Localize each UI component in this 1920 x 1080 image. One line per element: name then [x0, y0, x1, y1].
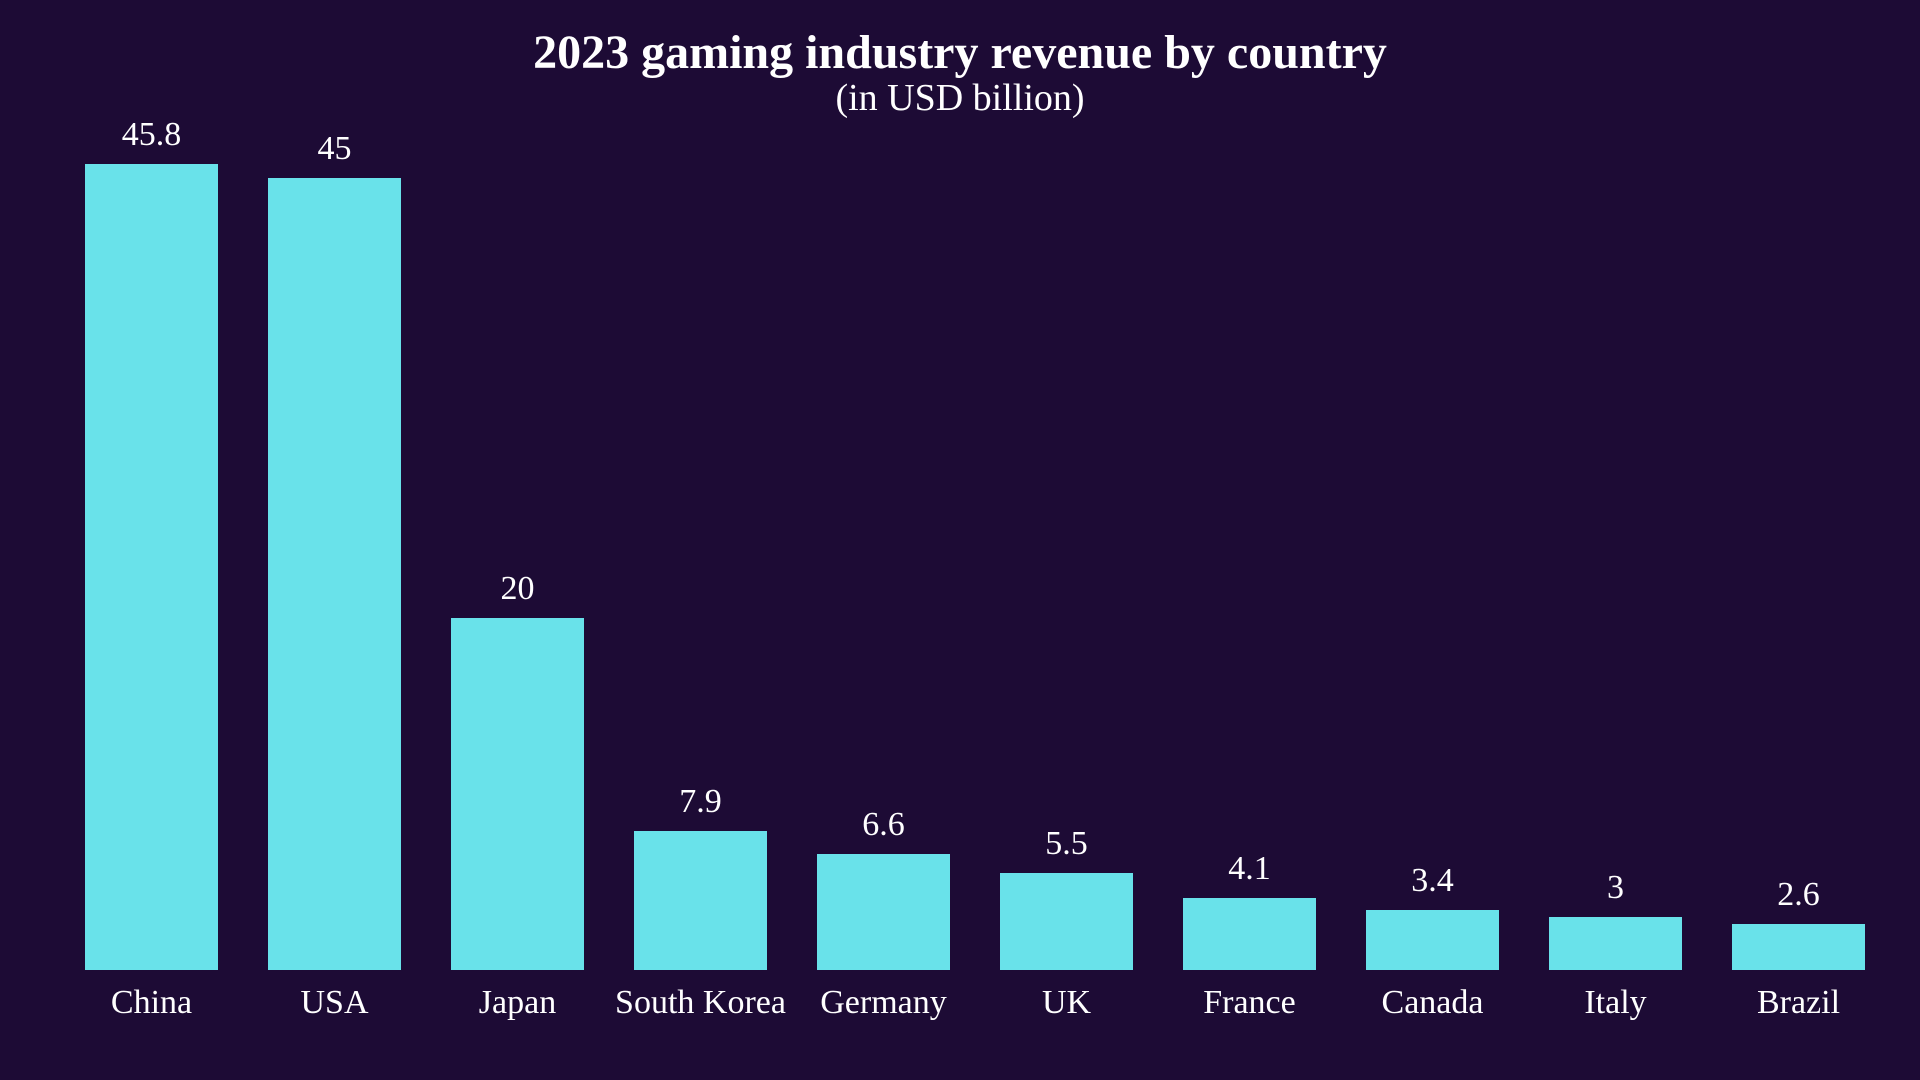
bar: 20 [451, 618, 585, 970]
x-axis-label: France [1158, 984, 1341, 1022]
x-axis-label: Brazil [1707, 984, 1890, 1022]
bar: 4.1 [1183, 898, 1317, 970]
bar-chart: 45.8China45USA20Japan7.9South Korea6.6Ge… [60, 160, 1890, 970]
x-axis-label: Italy [1524, 984, 1707, 1022]
bar-value-label: 20 [384, 570, 651, 608]
x-axis-label: UK [975, 984, 1158, 1022]
bar: 45.8 [85, 164, 219, 970]
x-axis-label: Canada [1341, 984, 1524, 1022]
bar: 45 [268, 178, 402, 970]
x-axis-label: USA [243, 984, 426, 1022]
bar: 7.9 [634, 831, 768, 970]
bar: 3 [1549, 917, 1683, 970]
chart-title-block: 2023 gaming industry revenue by country … [0, 28, 1920, 120]
chart-title: 2023 gaming industry revenue by country [0, 28, 1920, 78]
bar: 2.6 [1732, 924, 1866, 970]
x-axis-label: Japan [426, 984, 609, 1022]
bar: 5.5 [1000, 873, 1134, 970]
bar: 3.4 [1366, 910, 1500, 970]
x-axis-label: China [60, 984, 243, 1022]
chart-subtitle: (in USD billion) [0, 78, 1920, 120]
x-axis-label: South Korea [609, 984, 792, 1022]
bar-value-label: 45 [201, 130, 468, 168]
bar: 6.6 [817, 854, 951, 970]
bar-value-label: 2.6 [1665, 876, 1920, 914]
x-axis-label: Germany [792, 984, 975, 1022]
